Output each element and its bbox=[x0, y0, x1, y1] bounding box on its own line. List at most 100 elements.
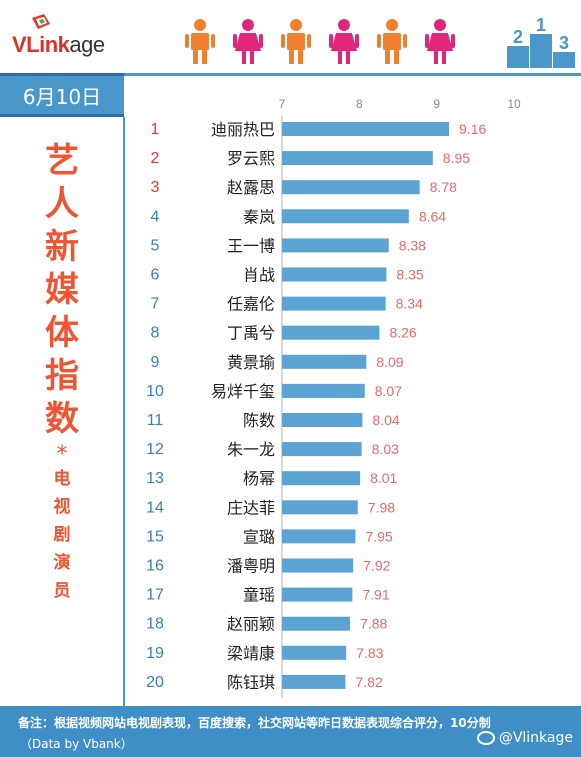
bar bbox=[282, 267, 387, 282]
footer-bar: 备注：根据视频网站电视剧表现，百度搜索，社交网站等昨日数据表现综合评分，10分制… bbox=[0, 706, 581, 757]
people-icons bbox=[185, 19, 455, 64]
category-label: 迪丽热巴 bbox=[211, 120, 275, 139]
title-char: 体 bbox=[45, 313, 79, 353]
title-char: 媒 bbox=[45, 270, 79, 310]
rank-label: 14 bbox=[146, 499, 164, 516]
person-pink-icon bbox=[233, 19, 263, 64]
category-label: 肖战 bbox=[243, 266, 275, 285]
value-label: 8.35 bbox=[396, 267, 423, 283]
category-label: 陈数 bbox=[243, 411, 275, 430]
subtitle-char: 员 bbox=[53, 581, 71, 601]
rank-label: 17 bbox=[146, 587, 164, 604]
bar bbox=[282, 383, 365, 398]
x-tick-label: 10 bbox=[507, 97, 521, 111]
data-source: （Data by Vbank） bbox=[20, 737, 133, 751]
bar bbox=[282, 325, 380, 340]
bar bbox=[282, 587, 353, 602]
title-char: 指 bbox=[45, 356, 79, 396]
logo-strong: VLink bbox=[12, 32, 70, 57]
value-label: 8.78 bbox=[430, 179, 457, 195]
vlinkage-logo: VLinkage bbox=[12, 32, 105, 58]
rank-label: 18 bbox=[146, 616, 164, 633]
category-label: 黄景瑜 bbox=[227, 353, 275, 372]
value-label: 7.92 bbox=[363, 558, 390, 574]
rank-label: 13 bbox=[146, 470, 164, 487]
rank-label: 4 bbox=[151, 208, 160, 225]
category-label: 陈钰琪 bbox=[227, 673, 275, 692]
value-label: 7.82 bbox=[355, 674, 382, 690]
value-label: 7.83 bbox=[356, 645, 383, 661]
rank-label: 1 bbox=[151, 121, 160, 138]
bar-chart: 7 8 9 10 1 迪丽热巴 9.16 2 罗云熙 8.95 3 赵露思 8.78 4 秦岚 8.64 5 王一… bbox=[146, 97, 521, 698]
vertical-divider bbox=[123, 117, 125, 707]
rank-label: 15 bbox=[146, 528, 164, 545]
person-orange-icon bbox=[281, 19, 311, 64]
svg-text:3: 3 bbox=[559, 33, 569, 53]
title-asterisk: * bbox=[56, 442, 68, 467]
weibo-handle[interactable]: @Vlinkage bbox=[476, 730, 573, 746]
category-label: 秦岚 bbox=[243, 207, 275, 226]
rank-label: 10 bbox=[146, 383, 164, 400]
logo-mark-icon bbox=[32, 14, 50, 29]
header-rule bbox=[124, 73, 581, 76]
rank-label: 2 bbox=[151, 150, 160, 167]
person-pink-icon bbox=[425, 19, 455, 64]
category-label: 杨幂 bbox=[243, 469, 275, 488]
value-label: 7.95 bbox=[365, 528, 392, 544]
subtitle-char: 电 bbox=[53, 469, 71, 489]
date-badge: 6月10日 bbox=[0, 73, 124, 117]
footer-note: 备注：根据视频网站电视剧表现，百度搜索，社交网站等昨日数据表现综合评分，10分制 bbox=[18, 716, 491, 730]
svg-text:2: 2 bbox=[513, 27, 523, 47]
value-label: 7.98 bbox=[368, 499, 395, 515]
x-tick-label: 7 bbox=[279, 97, 286, 111]
value-label: 8.34 bbox=[396, 296, 423, 312]
value-label: 7.91 bbox=[362, 587, 389, 603]
bar bbox=[282, 645, 347, 660]
bar bbox=[282, 558, 354, 573]
bar bbox=[282, 296, 386, 311]
rank-label: 3 bbox=[151, 179, 160, 196]
rank-label: 8 bbox=[151, 325, 160, 342]
x-tick-label: 9 bbox=[433, 97, 440, 111]
rank-label: 19 bbox=[146, 645, 164, 662]
weibo-handle-text: @Vlinkage bbox=[498, 730, 573, 746]
bar bbox=[282, 674, 346, 689]
rank-label: 7 bbox=[151, 296, 160, 313]
title-char: 艺 bbox=[45, 141, 79, 181]
value-label: 8.26 bbox=[389, 325, 416, 341]
category-label: 庄达菲 bbox=[227, 498, 275, 517]
bar bbox=[282, 354, 367, 369]
value-label: 8.95 bbox=[443, 150, 470, 166]
bar bbox=[282, 151, 433, 166]
chart-title-vertical: 艺人新媒体指数 * 电视剧演员 bbox=[20, 140, 104, 605]
weibo-icon bbox=[476, 731, 495, 745]
value-label: 8.03 bbox=[372, 441, 399, 457]
x-tick-label: 8 bbox=[356, 97, 363, 111]
category-label: 朱一龙 bbox=[227, 440, 275, 459]
bar bbox=[282, 500, 358, 515]
category-label: 易烊千玺 bbox=[211, 382, 275, 401]
value-label: 8.09 bbox=[376, 354, 403, 370]
category-label: 宣璐 bbox=[243, 527, 275, 546]
person-pink-icon bbox=[329, 19, 359, 64]
category-label: 潘粤明 bbox=[227, 557, 275, 576]
rank-label: 20 bbox=[146, 674, 164, 691]
bar bbox=[282, 180, 420, 195]
value-label: 8.04 bbox=[372, 412, 399, 428]
subtitle-char: 剧 bbox=[53, 525, 71, 545]
bar bbox=[282, 442, 362, 457]
person-orange-icon bbox=[377, 19, 407, 64]
value-label: 8.64 bbox=[419, 208, 446, 224]
category-label: 梁靖康 bbox=[227, 644, 275, 663]
bar bbox=[282, 122, 450, 136]
category-label: 丁禹兮 bbox=[227, 324, 275, 343]
subtitle-char: 演 bbox=[53, 553, 71, 573]
value-label: 7.88 bbox=[360, 616, 387, 632]
bar bbox=[282, 529, 356, 544]
value-label: 8.07 bbox=[375, 383, 402, 399]
category-label: 赵丽颖 bbox=[227, 615, 275, 634]
rank-label: 6 bbox=[151, 267, 160, 284]
subtitle-char: 视 bbox=[53, 497, 71, 517]
rank-label: 16 bbox=[146, 558, 164, 575]
